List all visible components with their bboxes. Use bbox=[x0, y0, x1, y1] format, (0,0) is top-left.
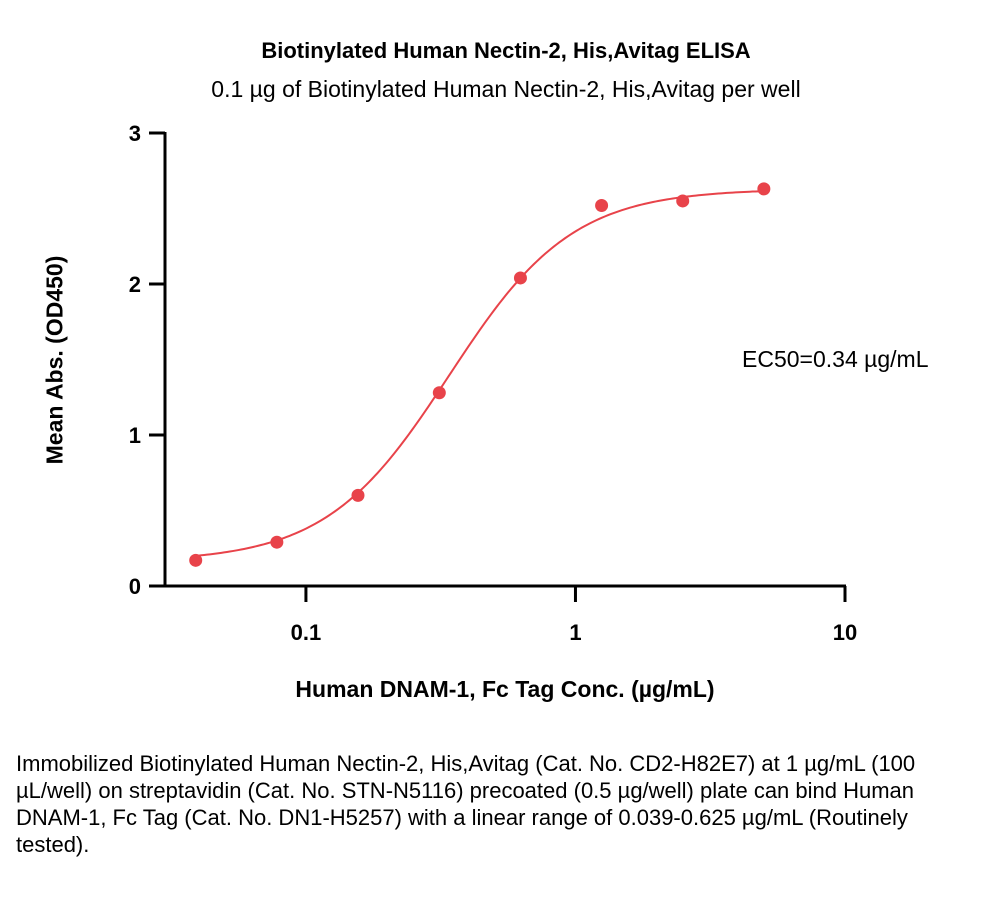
fit-curve bbox=[195, 190, 764, 557]
y-tick-label: 1 bbox=[129, 423, 141, 448]
x-tick-label: 1 bbox=[569, 620, 581, 645]
data-point bbox=[432, 386, 446, 400]
y-tick-label: 2 bbox=[129, 272, 141, 297]
data-point bbox=[676, 194, 690, 208]
data-point bbox=[513, 271, 527, 285]
chart-title: Biotinylated Human Nectin-2, His,Avitag … bbox=[261, 38, 751, 63]
x-tick-label: 0.1 bbox=[291, 620, 322, 645]
data-point bbox=[270, 535, 284, 549]
y-tick-label: 0 bbox=[129, 574, 141, 599]
chart-subtitle: 0.1 µg of Biotinylated Human Nectin-2, H… bbox=[211, 76, 801, 102]
data-point bbox=[189, 553, 203, 567]
y-axis-label: Mean Abs. (OD450) bbox=[41, 255, 68, 465]
data-point bbox=[757, 182, 771, 196]
data-point bbox=[595, 198, 609, 212]
figure-caption: Immobilized Biotinylated Human Nectin-2,… bbox=[16, 751, 916, 857]
ec50-annotation: EC50=0.34 µg/mL bbox=[742, 346, 929, 372]
x-axis-label: Human DNAM-1, Fc Tag Conc. (µg/mL) bbox=[295, 676, 715, 702]
y-tick-label: 3 bbox=[129, 121, 141, 146]
x-tick-label: 10 bbox=[833, 620, 857, 645]
data-point bbox=[351, 488, 365, 502]
